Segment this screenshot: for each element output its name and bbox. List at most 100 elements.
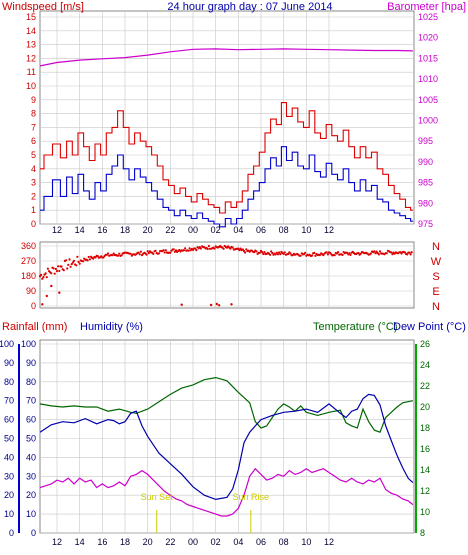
wind-y-tick: 14: [26, 26, 36, 36]
direction-point: [278, 251, 281, 254]
direction-point: [408, 251, 411, 254]
x-tick-label: 12: [324, 225, 334, 235]
direction-point: [255, 250, 258, 253]
temp-plot: [39, 376, 414, 533]
direction-point: [77, 260, 80, 263]
temp-y-tick: 10: [420, 507, 430, 517]
direction-point: [377, 253, 380, 256]
direction-point: [209, 303, 213, 307]
humidity-y-tick: 50: [26, 434, 36, 444]
direction-point: [58, 291, 61, 294]
wind-y-tick: 15: [26, 12, 36, 22]
direction-point: [195, 249, 198, 252]
humidity-y-tick: 60: [26, 415, 36, 425]
direction-point: [237, 247, 240, 250]
temperature-title: Temperature (°C): [313, 321, 397, 333]
direction-point: [55, 270, 59, 273]
x-tick-label: 12: [52, 225, 62, 235]
direction-point: [118, 252, 121, 255]
rain-y-tick: 60: [4, 415, 14, 425]
x-tick-label: 18: [120, 225, 130, 235]
direction-point: [60, 265, 63, 268]
temp-line: [39, 376, 414, 433]
direction-point: [283, 251, 286, 254]
direction-point: [72, 259, 76, 262]
rain-y-tick: 0: [9, 528, 14, 538]
x-tick-label: 04: [233, 225, 243, 235]
wind-avg-line: [40, 146, 413, 228]
temp-y-tick: 20: [420, 402, 430, 412]
direction-point: [78, 262, 81, 265]
x-tick-label: 10: [301, 225, 311, 235]
direction-point: [44, 272, 47, 275]
direction-point: [40, 273, 43, 276]
direction-point: [341, 253, 344, 256]
temp-y-tick: 22: [420, 381, 430, 391]
direction-point: [70, 263, 73, 266]
temp-y-tick: 26: [420, 339, 430, 349]
wind-y-tick: 11: [27, 67, 36, 77]
direction-point: [164, 249, 167, 252]
rain-y-tick: 90: [4, 358, 14, 368]
direction-grid: [40, 242, 414, 308]
direction-point: [346, 251, 349, 254]
direction-point: [207, 244, 210, 248]
direction-point: [76, 255, 79, 258]
x-tick-label: 08: [279, 225, 289, 235]
x-tick-label: 02: [211, 537, 221, 547]
direction-point: [172, 248, 175, 251]
direction-point: [157, 252, 161, 255]
x-tick-label: 12: [52, 537, 62, 547]
rain-y-tick: 30: [4, 471, 14, 481]
x-tick-label: 16: [97, 225, 107, 235]
direction-y-tick: 270: [21, 256, 36, 266]
direction-point: [86, 259, 89, 262]
direction-point: [163, 251, 166, 254]
humidity-y-tick: 70: [26, 396, 36, 406]
direction-point: [139, 250, 142, 253]
humidity-y-tick: 0: [31, 528, 36, 538]
direction-point: [45, 294, 48, 298]
temp-y-tick: 16: [420, 444, 430, 454]
graph-title: 24 hour graph day : 07 June 2014: [167, 1, 332, 13]
direction-point: [117, 254, 120, 257]
direction-point: [169, 251, 172, 254]
direction-point: [50, 272, 53, 275]
temp-y-tick: 12: [420, 486, 430, 496]
wind-y-tick: 1: [31, 205, 36, 215]
direction-point: [54, 267, 58, 271]
direction-point: [69, 265, 72, 268]
direction-point: [67, 263, 70, 266]
direction-point: [50, 284, 53, 288]
direction-point: [310, 254, 314, 257]
rain-y-tick: 100: [0, 339, 14, 349]
sunrise-label: Sun Rise: [233, 492, 270, 502]
direction-point: [318, 254, 321, 257]
direction-point: [322, 254, 325, 257]
direction-point: [337, 251, 340, 254]
rain-y-tick: 20: [4, 490, 14, 500]
x-tick-label: 00: [188, 225, 198, 235]
direction-point: [374, 252, 377, 255]
direction-point: [245, 248, 248, 251]
direction-point: [314, 254, 317, 257]
baro-y-tick: 1010: [418, 74, 438, 84]
wind-y-tick: 6: [31, 136, 36, 146]
direction-point: [182, 249, 185, 252]
wind-y-tick: 0: [31, 219, 36, 229]
direction-point: [373, 250, 376, 253]
direction-point: [45, 276, 48, 279]
humidity-y-tick: 80: [26, 377, 36, 387]
direction-point: [229, 247, 232, 250]
panel-direction-frame: [39, 241, 415, 309]
direction-point: [270, 250, 273, 253]
direction-point: [188, 247, 191, 250]
direction-point: [94, 256, 97, 259]
direction-point: [92, 257, 95, 260]
direction-y-tick: 360: [21, 241, 36, 251]
humidity-y-tick: 90: [26, 358, 36, 368]
direction-point: [325, 251, 328, 254]
baro-y-tick: 985: [418, 178, 433, 188]
direction-point: [333, 254, 336, 257]
humidity-y-tick: 30: [26, 471, 36, 481]
